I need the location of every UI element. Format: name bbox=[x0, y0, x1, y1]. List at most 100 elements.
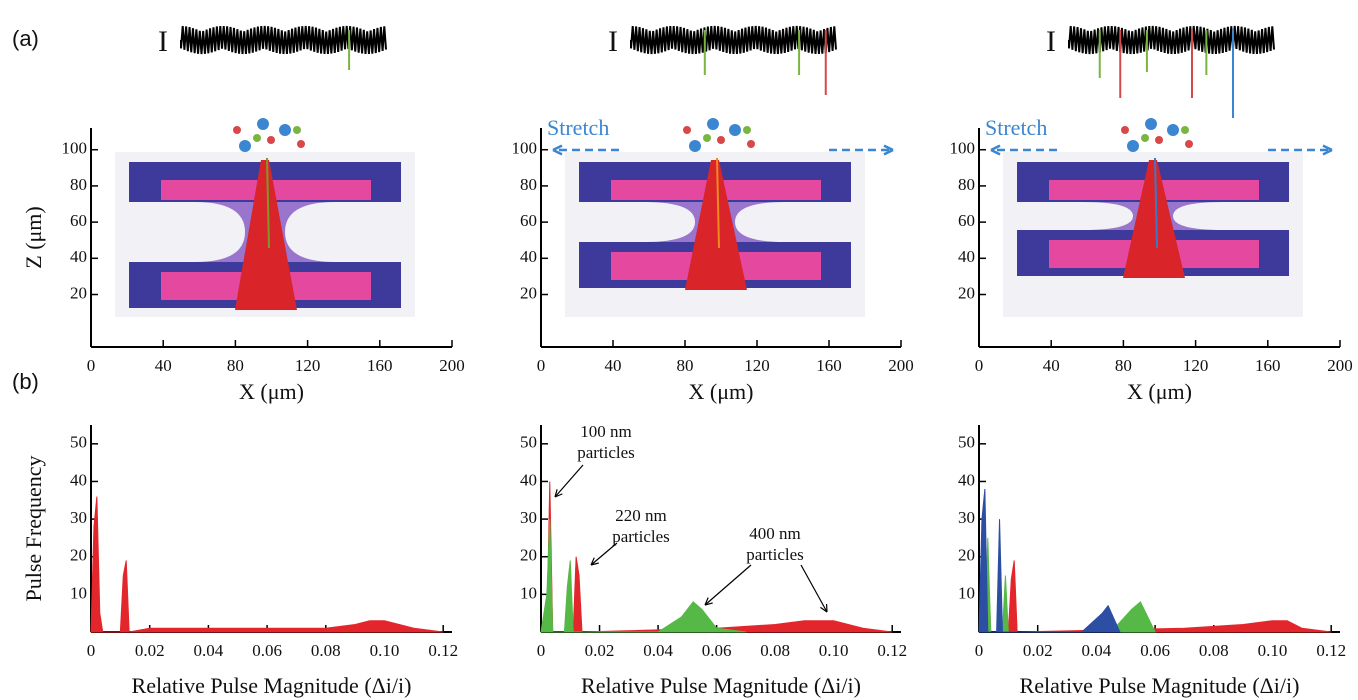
y-tick-label: 100 bbox=[950, 139, 976, 158]
particle bbox=[707, 118, 719, 130]
arrow-head bbox=[1322, 144, 1333, 156]
trace-label: I bbox=[158, 25, 168, 58]
x-axis-title: Relative Pulse Magnitude (Δi/i) bbox=[581, 673, 861, 698]
panel-label: (b) bbox=[12, 369, 39, 394]
pore-cone bbox=[685, 160, 747, 290]
arrow-head bbox=[704, 597, 713, 606]
y-tick-label: 100 bbox=[62, 139, 88, 158]
y-tick-label: 80 bbox=[520, 175, 537, 194]
x-tick-label: 40 bbox=[155, 356, 172, 375]
x-axis-title: Relative Pulse Magnitude (Δi/i) bbox=[132, 673, 412, 698]
x-tick-label: 0.12 bbox=[428, 641, 458, 660]
x-tick-label: 120 bbox=[295, 356, 321, 375]
arrow-head bbox=[554, 489, 563, 498]
y-tick-label: 20 bbox=[70, 283, 87, 302]
histogram-area bbox=[541, 481, 893, 633]
arrow-head bbox=[552, 144, 563, 156]
x-tick-label: 0.04 bbox=[1082, 641, 1112, 660]
y-tick-label: 10 bbox=[70, 583, 87, 602]
y-tick-label: 40 bbox=[520, 470, 537, 489]
membrane-render bbox=[565, 118, 865, 317]
particle bbox=[297, 140, 305, 148]
current-trace bbox=[180, 25, 387, 55]
particle bbox=[233, 126, 241, 134]
x-tick-label: 0 bbox=[975, 641, 984, 660]
x-tick-label: 0.12 bbox=[877, 641, 907, 660]
pore-cone bbox=[235, 160, 297, 310]
x-tick-label: 0.06 bbox=[252, 641, 282, 660]
y-tick-label: 60 bbox=[520, 211, 537, 230]
y-tick-label: 10 bbox=[958, 583, 975, 602]
x-tick-label: 0.10 bbox=[1258, 641, 1288, 660]
x-tick-label: 160 bbox=[367, 356, 393, 375]
x-tick-label: 0.10 bbox=[819, 641, 849, 660]
x-tick-label: 0.04 bbox=[643, 641, 673, 660]
particle bbox=[689, 140, 701, 152]
trace-label: I bbox=[608, 25, 618, 58]
x-tick-label: 200 bbox=[888, 356, 914, 375]
stretch-label: Stretch bbox=[985, 115, 1047, 140]
y-tick-label: 50 bbox=[958, 433, 975, 452]
y-tick-label: 40 bbox=[958, 247, 975, 266]
flow-arrow bbox=[266, 157, 270, 249]
x-tick-label: 0 bbox=[87, 641, 96, 660]
x-tick-label: 200 bbox=[1327, 356, 1353, 375]
x-tick-label: 0 bbox=[87, 356, 96, 375]
particle bbox=[257, 118, 269, 130]
x-tick-label: 0.10 bbox=[370, 641, 400, 660]
particle bbox=[747, 140, 755, 148]
y-tick-label: 40 bbox=[958, 470, 975, 489]
arrow bbox=[704, 564, 752, 606]
particle bbox=[1185, 140, 1193, 148]
y-tick-label: 10 bbox=[520, 583, 537, 602]
x-axis-title: Relative Pulse Magnitude (Δi/i) bbox=[1020, 673, 1300, 698]
y-tick-label: 20 bbox=[520, 546, 537, 565]
y-tick-label: 20 bbox=[70, 546, 87, 565]
histogram-area bbox=[979, 537, 1156, 633]
x-tick-label: 40 bbox=[1043, 356, 1060, 375]
membrane-render bbox=[1003, 118, 1303, 317]
x-tick-label: 0.06 bbox=[1140, 641, 1170, 660]
particle bbox=[1141, 134, 1149, 142]
membrane-render bbox=[115, 118, 415, 317]
arrow bbox=[554, 464, 584, 498]
y-tick-label: 40 bbox=[520, 247, 537, 266]
x-tick-label: 0 bbox=[537, 641, 546, 660]
stretch-label: Stretch bbox=[547, 115, 609, 140]
y-axis-title: Pulse Frequency bbox=[21, 455, 46, 601]
y-tick-label: 30 bbox=[520, 508, 537, 527]
y-tick-label: 20 bbox=[958, 546, 975, 565]
particle bbox=[1155, 136, 1163, 144]
arrow-head bbox=[883, 144, 894, 156]
x-tick-label: 120 bbox=[1183, 356, 1209, 375]
x-axis-title: X (μm) bbox=[689, 379, 754, 404]
particle bbox=[267, 136, 275, 144]
flow-arrow bbox=[716, 157, 720, 249]
particle bbox=[729, 124, 741, 136]
x-tick-label: 0.08 bbox=[760, 641, 790, 660]
x-tick-label: 200 bbox=[439, 356, 465, 375]
annotation: 220 nm bbox=[615, 506, 666, 525]
x-tick-label: 0.02 bbox=[585, 641, 615, 660]
arrow-head bbox=[590, 557, 599, 566]
x-tick-label: 0 bbox=[975, 356, 984, 375]
trace-label: I bbox=[1046, 25, 1056, 58]
y-axis-title: Z (μm) bbox=[21, 206, 46, 269]
x-tick-label: 0.02 bbox=[1023, 641, 1053, 660]
particle bbox=[717, 136, 725, 144]
y-tick-label: 80 bbox=[958, 175, 975, 194]
particle bbox=[683, 126, 691, 134]
flow-arrow bbox=[1154, 157, 1158, 249]
x-axis-title: X (μm) bbox=[1127, 379, 1192, 404]
x-tick-label: 80 bbox=[227, 356, 244, 375]
y-tick-label: 20 bbox=[958, 283, 975, 302]
particle bbox=[253, 134, 261, 142]
y-tick-label: 60 bbox=[958, 211, 975, 230]
annotation: particles bbox=[577, 443, 635, 462]
x-axis-title: X (μm) bbox=[239, 379, 304, 404]
histogram-area bbox=[90, 496, 444, 633]
annotation: 100 nm bbox=[580, 422, 631, 441]
histogram-area bbox=[978, 488, 1121, 633]
